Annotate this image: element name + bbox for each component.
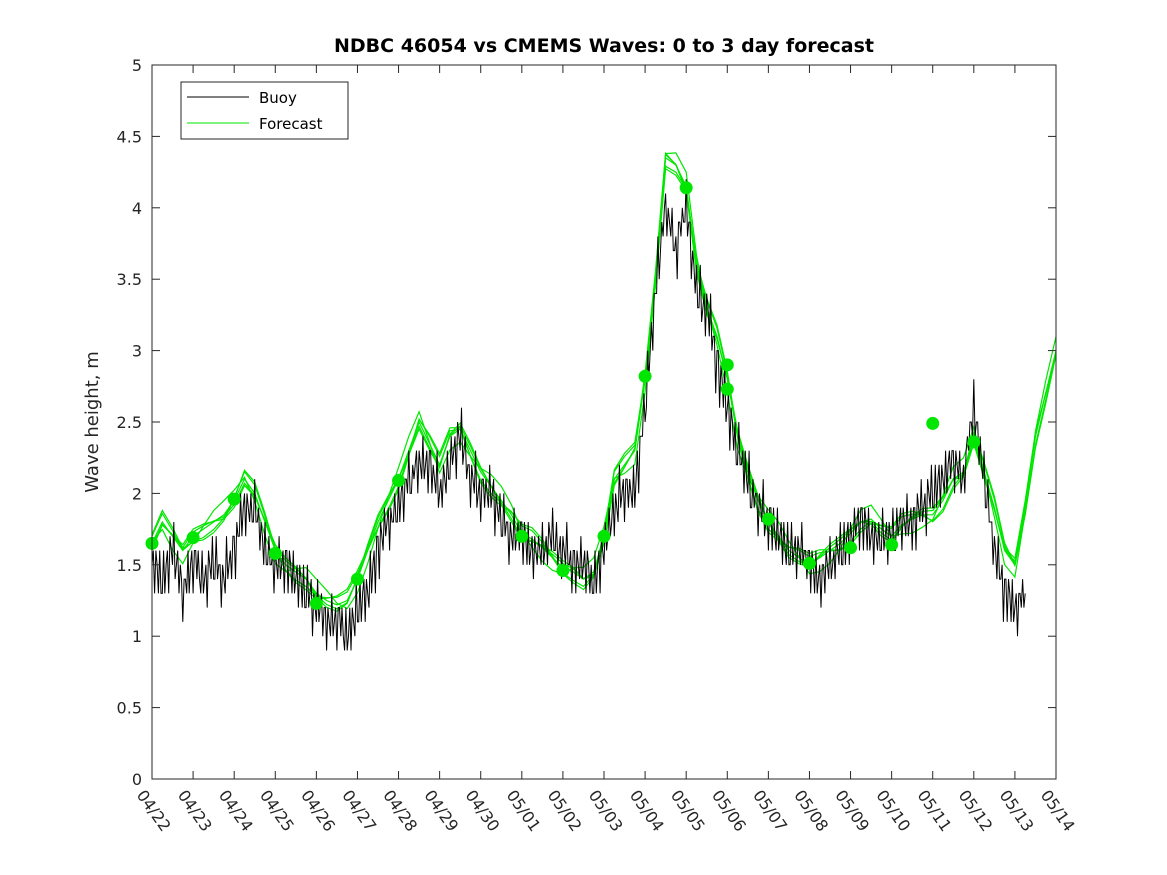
x-tick-label: 04/23: [174, 786, 216, 835]
x-tick-label: 04/25: [256, 786, 298, 835]
forecast-start-marker: [844, 541, 858, 555]
y-tick-label: 0.5: [117, 699, 142, 718]
forecast-start-marker: [967, 435, 981, 449]
x-tick-label: 05/13: [996, 786, 1038, 835]
forecast-start-marker: [309, 596, 323, 610]
forecast-start-marker: [885, 538, 899, 552]
x-tick-label: 04/26: [297, 786, 339, 835]
forecast-start-marker: [761, 512, 775, 526]
y-tick-label: 1: [132, 627, 142, 646]
x-tick-label: 04/24: [215, 786, 257, 835]
forecast-start-marker: [638, 369, 652, 383]
y-axis-label: Wave height, m: [82, 351, 103, 492]
y-tick-label: 4.5: [117, 127, 142, 146]
y-tick-label: 2.5: [117, 413, 142, 432]
x-tick-label: 05/03: [585, 786, 627, 835]
x-tick-label: 05/11: [913, 786, 955, 835]
forecast-start-marker: [597, 529, 611, 543]
x-tick-label: 04/28: [379, 786, 421, 835]
marker-layer: [145, 181, 981, 610]
forecast-start-marker: [227, 492, 241, 506]
x-tick-label: 05/02: [544, 786, 586, 835]
forecast-start-marker: [679, 181, 693, 195]
y-tick-label: 1.5: [117, 556, 142, 575]
legend: Buoy Forecast: [180, 81, 349, 140]
x-tick-label: 05/10: [872, 786, 914, 835]
x-tick-label: 04/27: [338, 786, 380, 835]
forecast-start-marker: [350, 572, 364, 586]
buoy-line: [151, 179, 1026, 651]
forecast-start-marker: [268, 546, 282, 560]
forecast-start-marker: [926, 416, 940, 430]
y-tick-label: 3.5: [117, 270, 142, 289]
x-tick-label: 05/14: [1037, 786, 1079, 835]
chart-title: NDBC 46054 vs CMEMS Waves: 0 to 3 day fo…: [334, 35, 874, 57]
y-tick-label: 5: [132, 56, 142, 75]
forecast-start-marker: [802, 556, 816, 570]
x-tick-label: 05/05: [667, 786, 709, 835]
forecast-start-marker: [720, 382, 734, 396]
x-tick-label: 05/04: [626, 786, 668, 835]
x-tick-label: 05/09: [831, 786, 873, 835]
y-axis: 0 0.5 1 1.5 2 2.5 3 3.5 4 4.5 5: [117, 56, 1056, 789]
x-tick-label: 04/29: [420, 786, 462, 835]
forecast-start-marker: [515, 529, 529, 543]
x-tick-label: 05/07: [749, 786, 791, 835]
legend-box: [180, 81, 349, 140]
x-tick-label: 05/06: [708, 786, 750, 835]
y-tick-label: 0: [132, 770, 142, 789]
forecast-start-marker: [392, 474, 406, 488]
y-tick-label: 4: [132, 199, 142, 218]
x-tick-label: 05/08: [790, 786, 832, 835]
x-tick-label: 05/01: [503, 786, 545, 835]
forecast-start-marker: [186, 531, 200, 545]
legend-forecast-label: Forecast: [259, 115, 323, 133]
x-tick-label: 04/30: [461, 786, 503, 835]
x-tick-label: 05/12: [955, 786, 997, 835]
legend-buoy-label: Buoy: [259, 89, 297, 107]
plot-area: [152, 65, 1056, 779]
y-tick-label: 2: [132, 484, 142, 503]
forecast-start-marker: [720, 358, 734, 372]
x-tick-label: 04/22: [133, 786, 175, 835]
forecast-start-marker: [556, 564, 570, 578]
y-tick-label: 3: [132, 342, 142, 361]
